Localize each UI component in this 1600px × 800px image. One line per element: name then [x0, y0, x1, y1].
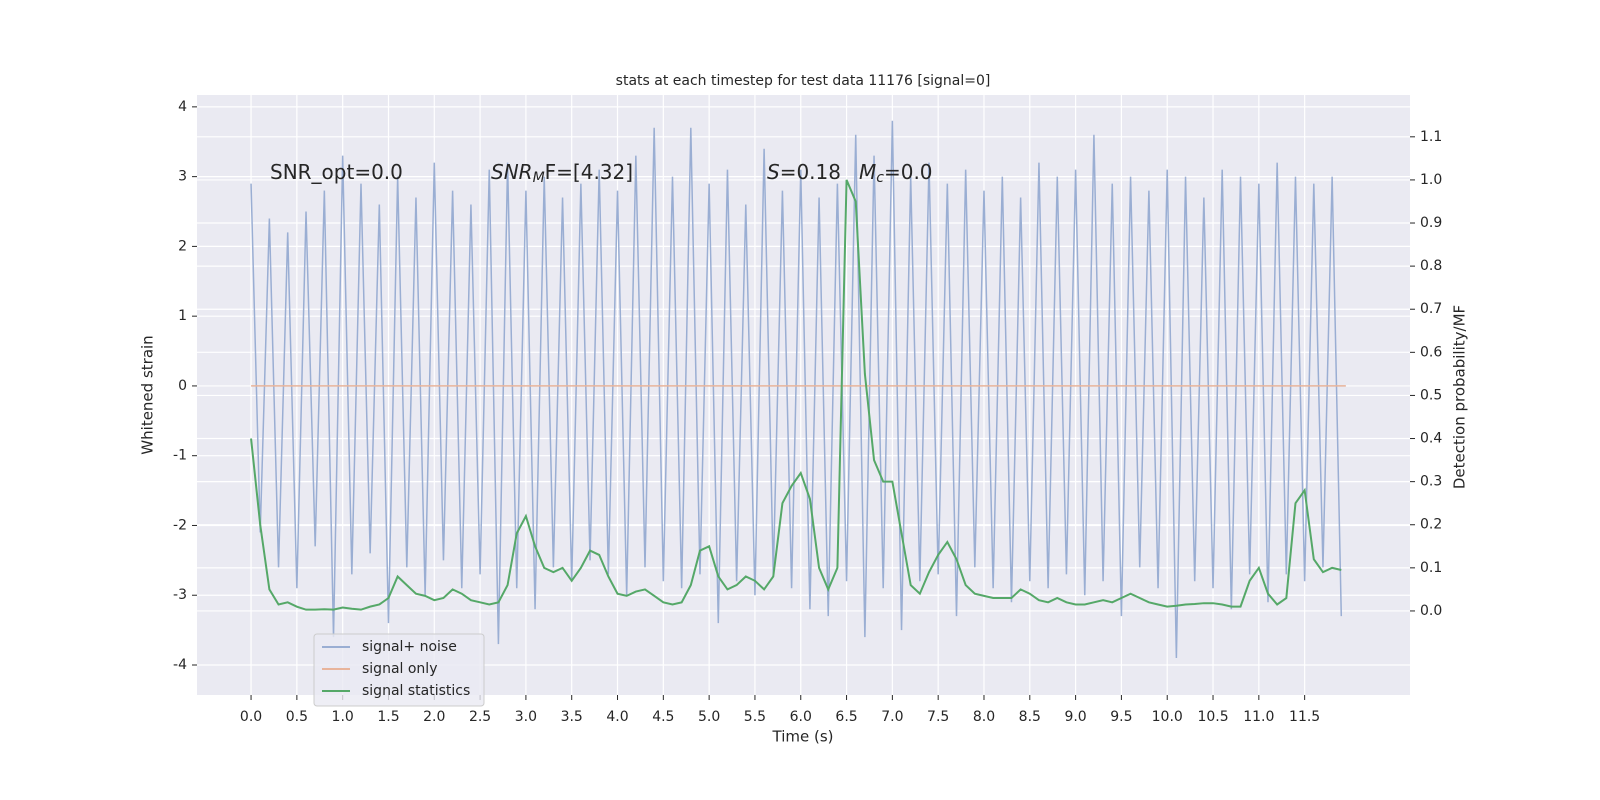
series-line	[250, 179, 1342, 611]
y2-tick-label: 0.6	[1420, 344, 1442, 360]
legend-label: signal statistics	[362, 683, 470, 699]
y2-tick-label: 0.9	[1420, 215, 1442, 231]
y-tick-label: 4	[178, 99, 187, 115]
x-tick-label: 2.5	[469, 709, 491, 725]
x-tick-label: 5.5	[744, 709, 766, 725]
y2-tick-label: 1.0	[1420, 172, 1442, 188]
x-tick-label: 4.0	[606, 709, 628, 725]
annotation-part: S	[767, 160, 780, 184]
y2-tick-label: 0.7	[1420, 301, 1442, 317]
y-tick-label: -1	[173, 448, 187, 464]
series-line	[250, 120, 1343, 659]
x-tick-label: 3.5	[561, 709, 583, 725]
y2-tick-label: 0.8	[1420, 258, 1442, 274]
y-tick-label: -3	[173, 587, 187, 603]
chart-title: stats at each timestep for test data 111…	[616, 73, 991, 89]
annotation-part: M	[859, 160, 876, 184]
x-tick-label: 8.0	[973, 709, 995, 725]
annotation: Mc=0.0	[859, 160, 933, 187]
legend-label: signal+ noise	[362, 639, 457, 655]
x-tick-label: 8.5	[1019, 709, 1041, 725]
annotation-part: F=[4.32]	[545, 160, 633, 184]
x-tick-label: 9.0	[1064, 709, 1086, 725]
x-tick-label: 6.5	[835, 709, 857, 725]
y2-tick-label: 1.1	[1420, 129, 1442, 145]
x-tick-label: 1.5	[377, 709, 399, 725]
x-tick-label: 1.0	[332, 709, 354, 725]
x-tick-label: 10.5	[1197, 709, 1228, 725]
annotation: SNRMF=[4.32]	[491, 160, 633, 187]
x-tick-label: 6.0	[790, 709, 812, 725]
x-tick-label: 9.5	[1110, 709, 1132, 725]
x-tick-label: 2.0	[423, 709, 445, 725]
annotation-part: SNR_opt=0.0	[270, 160, 403, 184]
y-tick-label: -4	[173, 657, 187, 673]
x-tick-label: 4.5	[652, 709, 674, 725]
legend-label: signal only	[362, 661, 437, 677]
y-tick-label: 2	[178, 238, 187, 254]
y-tick-label: 3	[178, 169, 187, 185]
annotation-part: M	[533, 170, 545, 186]
y-tick-label: 1	[178, 308, 187, 324]
y2-axis-label: Detection probability/MF	[1451, 305, 1469, 489]
x-axis-label: Time (s)	[772, 728, 834, 746]
y2-tick-label: 0.3	[1420, 474, 1442, 490]
x-tick-label: 7.5	[927, 709, 949, 725]
annotation: SNR_opt=0.0	[270, 160, 403, 184]
y-tick-label: -2	[173, 517, 187, 533]
annotation-part: =0.18	[780, 160, 841, 184]
annotation-part: =0.0	[884, 160, 933, 184]
x-tick-label: 0.5	[286, 709, 308, 725]
y2-tick-label: 0.5	[1420, 387, 1442, 403]
y-tick-label: 0	[178, 378, 187, 394]
y2-tick-label: 0.4	[1420, 431, 1442, 447]
y2-tick-label: 0.0	[1420, 603, 1442, 619]
x-tick-label: 11.5	[1289, 709, 1320, 725]
marks	[250, 120, 1346, 659]
x-tick-label: 10.0	[1152, 709, 1183, 725]
x-tick-label: 11.0	[1243, 709, 1274, 725]
annotation-part: c	[876, 170, 884, 186]
y-axis-label: Whitened strain	[139, 335, 157, 454]
y2-tick-label: 0.1	[1420, 560, 1442, 576]
x-tick-label: 5.0	[698, 709, 720, 725]
legend-box	[313, 633, 485, 707]
x-tick-label: 3.0	[515, 709, 537, 725]
x-tick-label: 7.0	[881, 709, 903, 725]
annotation-part: SNR	[491, 160, 533, 184]
x-tick-label: 0.0	[240, 709, 262, 725]
y2-tick-label: 0.2	[1420, 517, 1442, 533]
annotation: S=0.18	[767, 160, 841, 184]
